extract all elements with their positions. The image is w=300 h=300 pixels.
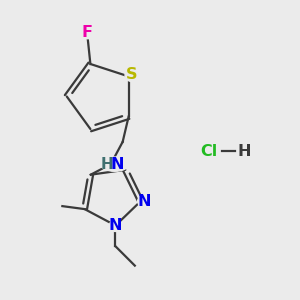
Ellipse shape: [110, 220, 122, 231]
Text: H: H: [237, 144, 250, 159]
Text: N: N: [109, 218, 122, 233]
Text: N: N: [137, 194, 151, 209]
Ellipse shape: [100, 157, 129, 171]
Text: N: N: [111, 157, 124, 172]
Ellipse shape: [138, 195, 151, 207]
Text: F: F: [82, 25, 93, 40]
Ellipse shape: [81, 26, 94, 39]
Text: Cl: Cl: [200, 144, 218, 159]
Text: H: H: [101, 157, 114, 172]
Ellipse shape: [125, 68, 138, 82]
Text: S: S: [126, 68, 137, 82]
